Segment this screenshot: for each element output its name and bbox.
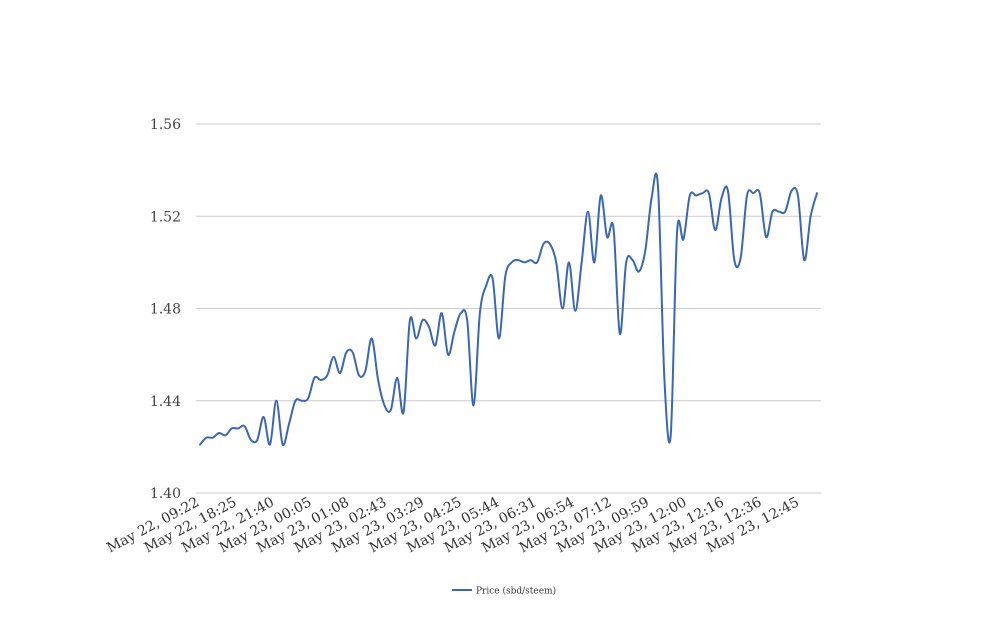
legend-label: Price (sbd/steem)	[476, 586, 556, 597]
gridlines	[196, 123, 821, 494]
y-tick-label: 1.52	[150, 209, 181, 225]
y-tick-label: 1.44	[150, 394, 181, 410]
legend: Price (sbd/steem)	[452, 586, 556, 597]
y-tick-label: 1.56	[150, 117, 181, 133]
y-tick-label: 1.48	[150, 302, 181, 318]
series-lines	[199, 172, 818, 447]
y-axis-tick-labels: 1.40 1.44 1.48 1.52 1.56	[150, 117, 181, 502]
series-line-price	[199, 172, 818, 447]
y-tick-label: 1.40	[150, 486, 181, 502]
